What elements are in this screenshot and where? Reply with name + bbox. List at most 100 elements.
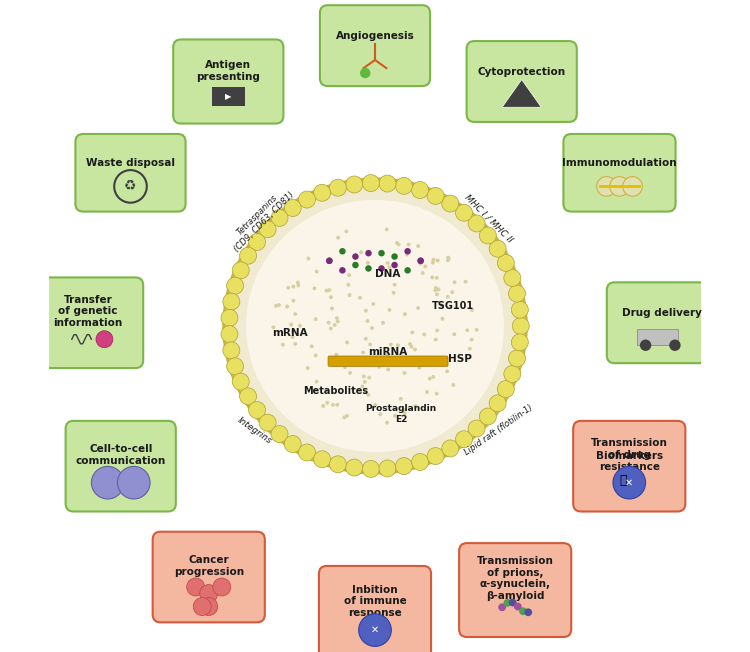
Circle shape — [346, 176, 363, 193]
Circle shape — [346, 283, 350, 287]
Circle shape — [325, 289, 328, 293]
Circle shape — [421, 271, 424, 275]
Circle shape — [386, 421, 389, 424]
Circle shape — [497, 381, 514, 398]
Circle shape — [430, 275, 434, 279]
Circle shape — [404, 267, 411, 274]
Text: Transmission
of prions,
α-synuclein,
β-amyloid: Transmission of prions, α-synuclein, β-a… — [477, 556, 554, 600]
Circle shape — [433, 288, 437, 292]
Circle shape — [514, 602, 522, 610]
Circle shape — [479, 408, 496, 425]
Circle shape — [436, 288, 440, 291]
Circle shape — [410, 345, 413, 349]
Circle shape — [419, 262, 422, 266]
Text: mRNA: mRNA — [272, 327, 308, 338]
Circle shape — [290, 323, 293, 327]
Circle shape — [452, 383, 455, 387]
Circle shape — [446, 256, 450, 259]
Circle shape — [310, 344, 314, 348]
Circle shape — [395, 177, 412, 194]
Circle shape — [293, 312, 297, 316]
Circle shape — [259, 414, 276, 431]
Circle shape — [365, 265, 372, 272]
Circle shape — [358, 296, 362, 300]
Circle shape — [519, 607, 527, 615]
Circle shape — [221, 309, 238, 326]
Circle shape — [347, 293, 352, 297]
Circle shape — [362, 374, 366, 378]
Circle shape — [416, 306, 420, 310]
Circle shape — [435, 329, 439, 333]
Circle shape — [509, 599, 517, 606]
Circle shape — [403, 312, 406, 316]
FancyBboxPatch shape — [574, 426, 684, 507]
Circle shape — [364, 337, 368, 341]
Circle shape — [213, 578, 231, 596]
Circle shape — [226, 277, 244, 294]
Circle shape — [284, 436, 302, 452]
Circle shape — [366, 261, 370, 265]
Circle shape — [334, 353, 338, 357]
Ellipse shape — [246, 200, 504, 452]
Text: Lipid raft (flotilin-1): Lipid raft (flotilin-1) — [463, 404, 535, 457]
Circle shape — [329, 295, 333, 299]
Circle shape — [345, 340, 349, 344]
Text: Drug delivery: Drug delivery — [622, 308, 702, 318]
Circle shape — [292, 299, 296, 303]
Circle shape — [363, 390, 368, 394]
Circle shape — [335, 403, 339, 407]
Circle shape — [498, 603, 506, 611]
Ellipse shape — [224, 179, 526, 473]
Circle shape — [622, 177, 642, 196]
Circle shape — [339, 248, 346, 254]
Circle shape — [307, 257, 310, 261]
Circle shape — [396, 344, 400, 348]
Text: Inbition
of immune
response: Inbition of immune response — [344, 585, 406, 617]
Circle shape — [292, 285, 296, 289]
Circle shape — [452, 333, 456, 336]
Circle shape — [385, 228, 388, 231]
Circle shape — [368, 376, 371, 379]
Circle shape — [392, 262, 398, 269]
Circle shape — [446, 370, 449, 374]
Circle shape — [416, 244, 420, 248]
Circle shape — [314, 451, 331, 467]
Circle shape — [422, 333, 426, 336]
Circle shape — [274, 304, 278, 308]
Circle shape — [352, 253, 358, 259]
Circle shape — [368, 342, 372, 346]
Circle shape — [504, 366, 520, 383]
Text: ♻: ♻ — [124, 179, 136, 194]
Circle shape — [446, 258, 450, 262]
Circle shape — [329, 179, 346, 196]
Circle shape — [610, 177, 629, 196]
Circle shape — [509, 350, 526, 367]
Circle shape — [344, 363, 347, 366]
Circle shape — [286, 286, 290, 289]
Circle shape — [306, 366, 310, 370]
Circle shape — [271, 426, 288, 443]
Circle shape — [118, 466, 150, 499]
Circle shape — [290, 335, 295, 339]
Text: TSG101: TSG101 — [432, 301, 474, 312]
Circle shape — [392, 291, 395, 295]
Circle shape — [418, 366, 422, 370]
FancyBboxPatch shape — [319, 566, 431, 652]
Text: Metabolites: Metabolites — [303, 386, 368, 396]
Circle shape — [408, 342, 412, 346]
Text: ✕: ✕ — [371, 625, 379, 635]
FancyBboxPatch shape — [459, 543, 572, 637]
Polygon shape — [503, 80, 542, 107]
Text: Immunomodulation: Immunomodulation — [562, 158, 676, 168]
Circle shape — [413, 404, 418, 408]
Text: DNA: DNA — [375, 269, 400, 279]
Circle shape — [465, 328, 470, 332]
Circle shape — [431, 261, 435, 265]
Circle shape — [378, 412, 382, 416]
Circle shape — [347, 273, 351, 277]
Circle shape — [346, 459, 363, 476]
Circle shape — [442, 440, 459, 457]
Circle shape — [315, 269, 319, 273]
Circle shape — [470, 338, 474, 342]
Text: Transfer
of genetic
information: Transfer of genetic information — [53, 295, 123, 328]
